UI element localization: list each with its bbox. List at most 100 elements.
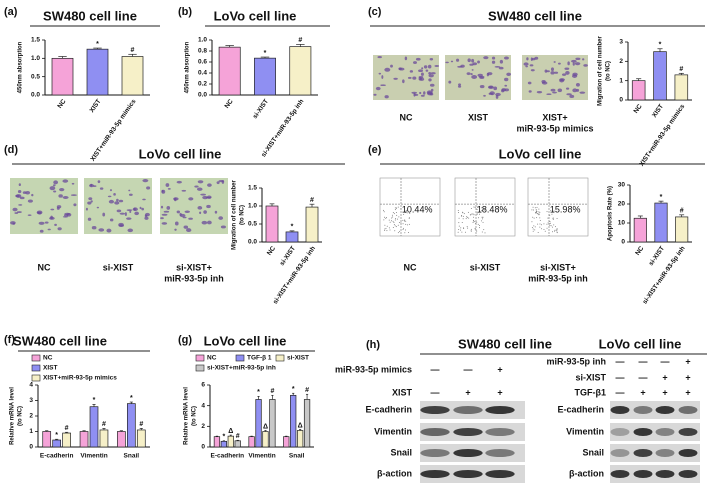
event bbox=[534, 229, 536, 231]
cell bbox=[183, 225, 189, 229]
event bbox=[470, 230, 472, 232]
cell bbox=[546, 93, 552, 96]
event bbox=[532, 230, 534, 232]
cell bbox=[44, 221, 49, 224]
event bbox=[402, 223, 404, 225]
condition-sign: + bbox=[465, 387, 470, 397]
condition-sign: + bbox=[662, 372, 667, 382]
cell bbox=[531, 57, 536, 61]
cell bbox=[501, 89, 505, 93]
event bbox=[478, 217, 480, 219]
cell bbox=[118, 222, 124, 227]
cell bbox=[572, 74, 578, 78]
bar bbox=[227, 435, 234, 448]
cell bbox=[27, 214, 32, 216]
band bbox=[420, 449, 450, 457]
event bbox=[532, 216, 534, 218]
band-label: E-cadherin bbox=[365, 404, 412, 414]
event bbox=[391, 220, 393, 222]
significance-mark: * bbox=[257, 389, 260, 396]
event bbox=[403, 213, 405, 215]
panel-label: (g) bbox=[178, 334, 192, 346]
event bbox=[537, 223, 539, 225]
cell bbox=[15, 194, 20, 198]
event bbox=[394, 225, 396, 227]
band bbox=[678, 449, 698, 457]
y-tick-label: 0 bbox=[201, 444, 205, 451]
event bbox=[532, 206, 534, 208]
event bbox=[463, 227, 465, 229]
significance-mark: # bbox=[298, 37, 302, 44]
cell bbox=[87, 217, 92, 221]
cell bbox=[566, 93, 572, 96]
x-tick-label: NC bbox=[266, 245, 277, 257]
event bbox=[540, 224, 542, 226]
event bbox=[392, 212, 394, 214]
event bbox=[404, 219, 406, 221]
legend-swatch bbox=[31, 374, 41, 382]
cell bbox=[161, 189, 166, 194]
cell bbox=[25, 191, 31, 195]
event bbox=[546, 211, 548, 213]
event bbox=[473, 216, 475, 218]
event bbox=[483, 229, 485, 231]
significance-mark: * bbox=[291, 224, 294, 231]
event bbox=[388, 219, 390, 221]
cell bbox=[50, 215, 53, 220]
cell bbox=[526, 57, 529, 61]
cell bbox=[109, 189, 112, 192]
significance-mark: # bbox=[65, 425, 69, 432]
y-tick-label: 0 bbox=[621, 239, 625, 246]
cell bbox=[128, 189, 131, 192]
cell bbox=[99, 187, 104, 190]
cell bbox=[203, 210, 207, 214]
cell bbox=[161, 213, 168, 216]
cell bbox=[202, 195, 208, 200]
bar bbox=[52, 439, 61, 448]
cell bbox=[53, 180, 59, 185]
event bbox=[480, 220, 482, 222]
event bbox=[552, 226, 554, 228]
event bbox=[406, 212, 408, 214]
event bbox=[476, 208, 478, 210]
event bbox=[393, 222, 395, 224]
cell bbox=[557, 62, 561, 65]
event bbox=[406, 224, 408, 226]
cell bbox=[407, 76, 412, 79]
y-tick-label: 3 bbox=[29, 397, 33, 404]
event bbox=[531, 226, 533, 228]
event bbox=[462, 218, 464, 220]
event bbox=[471, 213, 473, 215]
cell bbox=[528, 90, 532, 93]
y-tick-label: 6 bbox=[201, 382, 205, 389]
event bbox=[457, 210, 459, 212]
condition-label: XIST bbox=[392, 387, 413, 397]
x-tick-label: si-XIST+miR-93-5p inh bbox=[642, 245, 687, 305]
band bbox=[420, 428, 450, 436]
y-axis-label: Relative mRNA level bbox=[184, 387, 190, 445]
legend-swatch bbox=[31, 354, 41, 362]
cell bbox=[109, 218, 114, 222]
event bbox=[470, 228, 472, 230]
event bbox=[468, 217, 470, 219]
event bbox=[552, 211, 554, 213]
event bbox=[549, 225, 551, 227]
y-tick-label: 0.5 bbox=[31, 73, 40, 80]
cell bbox=[97, 180, 101, 184]
event bbox=[392, 227, 394, 229]
y-axis-label: Apoptosis Rate (%) bbox=[608, 186, 614, 241]
condition-sign: — bbox=[464, 364, 473, 374]
event bbox=[386, 230, 388, 232]
cell bbox=[10, 221, 16, 225]
event bbox=[405, 210, 407, 212]
event bbox=[386, 225, 388, 227]
micrograph bbox=[160, 178, 228, 234]
cell bbox=[488, 92, 492, 95]
event bbox=[477, 223, 479, 225]
panel-label: (d) bbox=[4, 144, 18, 156]
event bbox=[391, 217, 393, 219]
significance-mark: * bbox=[93, 397, 96, 404]
event bbox=[539, 226, 541, 228]
cell bbox=[550, 71, 555, 75]
event bbox=[538, 214, 540, 216]
